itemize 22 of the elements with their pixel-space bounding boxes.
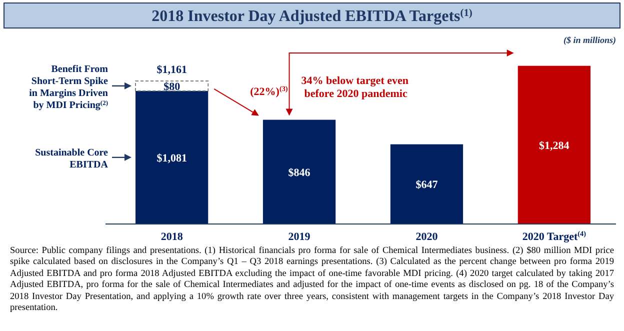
chart-subtitle: ($ in millions)	[563, 35, 616, 45]
bar	[262, 120, 336, 224]
bar	[518, 66, 591, 224]
total-label: $1,161	[156, 64, 187, 76]
data-label: $647	[416, 179, 438, 192]
data-label: $1,081	[156, 152, 187, 164]
x-tick-label: 2018	[160, 231, 184, 243]
text: Sustainable Core EBITDA	[35, 147, 109, 170]
data-label: $846	[288, 166, 311, 179]
bar	[134, 80, 209, 92]
bar	[135, 90, 208, 224]
data-label: $80	[164, 80, 181, 93]
text: Benefit From Short-Term Spike in Margins Driven by MDI Pricing$^{(2)}$	[29, 64, 109, 111]
bar	[390, 144, 464, 224]
data-label: $1,284	[539, 140, 570, 152]
source-note: Source: Public company filings and presentations. (1) Historical financials pro forma for sale of Chemical Intermediates business. (2) $80 million MDI price spike calculated based on disclosures in the Company’s Q1 – Q3 2018 earnings presentations. (3) Calculated as the percent change between pro forma 2019 Adjusted EBITDA and pro forma 2018 Adjusted EBITDA excluding the impact of one-time favorable MDI pricing. (4) 2020 target calculated by taking 2017 Adjusted EBITDA, pro forma for the sale of Chemical Intermediates and adjusted for the impact of one-time events as disclosed on pg. 18 of the Company’s 2018 Investor Day Presentation, and applying a 10% growth rate over three years, consistent with management targets in the Company’s 2018 Investor Day presentation.	[10, 246, 614, 314]
x-tick-label: 2019	[288, 231, 311, 243]
x-tick-label: 2020	[416, 231, 438, 243]
annotation: (22%)$^{(3)}$	[250, 84, 288, 98]
annotation: 34% below target even before 2020 pandemic	[301, 75, 409, 100]
x-tick-label: 2020 Target$^{(4)}$	[522, 230, 587, 243]
chart-title: 2018 Investor Day Adjusted EBITDA Targets$^{(1)}$	[152, 8, 472, 25]
